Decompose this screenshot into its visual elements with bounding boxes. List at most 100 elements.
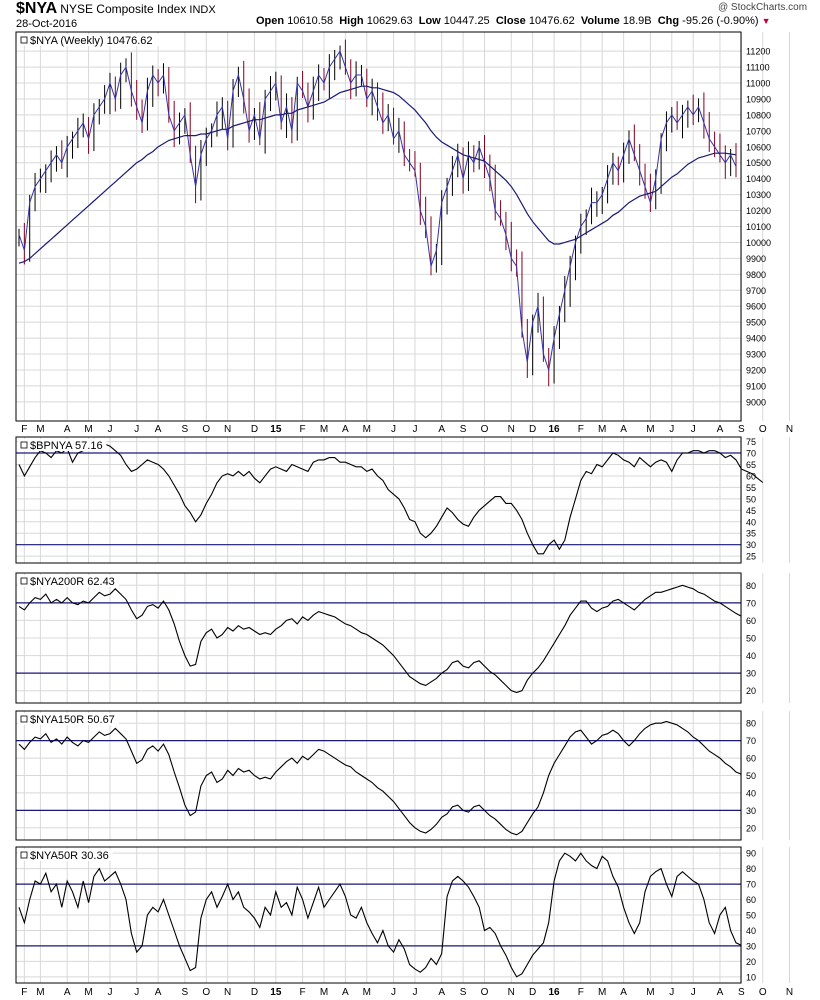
y-tick-label: 9300 [746,350,766,360]
bottom-x-tick-label: S [460,987,467,998]
bottom-x-tick-label: A [620,987,627,998]
top-x-tick-label: 16 [549,424,561,435]
volume-label: Volume [580,15,620,27]
top-x-tick-label: A [342,424,349,435]
y-tick-label: 50 [746,911,756,921]
bottom-x-tick-label: A [342,987,349,998]
top-x-tick-label: A [620,424,627,435]
top-x-tick-label: J [412,424,417,435]
bottom-x-tick-label: S [182,987,189,998]
panel-title: $NYA (Weekly) 10476.62 [30,35,153,47]
top-x-tick-label: A [438,424,445,435]
top-x-tick-label: D [529,424,536,435]
top-x-tick-label: M [36,424,44,435]
top-x-tick-label: M [84,424,92,435]
y-tick-label: 40 [746,926,756,936]
panel-title-bg [18,34,169,46]
y-tick-label: 70 [746,880,756,890]
y-tick-label: 11100 [746,63,770,73]
top-x-tick-label: S [460,424,467,435]
y-tick-label: 10400 [746,174,771,184]
top-x-tick-label: A [155,424,162,435]
y-tick-label: 50 [746,494,756,504]
y-tick-label: 25 [746,552,756,562]
bottom-x-tick-label: D [251,987,258,998]
bottom-x-tick-label: O [759,987,767,998]
top-x-tick-label: M [646,424,654,435]
chart-date: 28-Oct-2016 [16,18,78,30]
y-tick-label: 11000 [746,79,770,89]
top-x-tick-label: F [578,424,584,435]
y-tick-label: 9100 [746,381,766,391]
panel-2: 20 30 40 50 60 70 80 $NYA200R 62.43 [15,572,791,704]
top-x-tick-label: A [717,424,724,435]
bottom-x-tick-label: A [717,987,724,998]
volume-value: 18.9B [622,15,652,27]
y-tick-label: 65 [746,460,756,470]
y-tick-label: 30 [746,540,756,550]
panel-legend-icon [20,577,28,585]
y-tick-label: 9700 [746,286,766,296]
close-value: 10476.62 [528,15,575,27]
y-tick-label: 10600 [746,142,771,152]
bottom-x-tick-label: M [646,987,654,998]
y-tick-label: 55 [746,483,756,493]
top-x-tick-label: J [134,424,139,435]
y-tick-label: 10800 [746,110,771,120]
top-x-tick-label: J [391,424,396,435]
y-tick-label: 9600 [746,302,766,312]
y-tick-label: 9500 [746,318,766,328]
bottom-x-tick-label: J [669,987,674,998]
y-tick-label: 10300 [746,190,771,200]
bottom-x-tick-label: 16 [549,987,561,998]
symbol: $NYA [16,0,58,17]
moving-average-line [18,85,737,264]
y-tick-label: 10000 [746,238,771,248]
indicator-line [18,720,742,836]
high-label: High [339,15,364,27]
top-x-tick-label: M [598,424,606,435]
y-tick-label: 10200 [746,206,771,216]
top-x-tick-label: M [320,424,328,435]
ohlc-readout: Open 10610.58 High 10629.63 Low 10447.25… [256,15,771,27]
bottom-x-tick-label: N [224,987,231,998]
y-tick-label: 70 [746,736,756,746]
open-value: 10610.58 [287,15,334,27]
panel-3: 20 30 40 50 60 70 80 $NYA150R 50.67 [15,710,791,841]
y-tick-label: 80 [746,864,756,874]
panel-title-bg [18,575,119,587]
top-x-tick-label: F [300,424,306,435]
y-tick-label: 60 [746,754,756,764]
y-tick-label: 35 [746,529,756,539]
bottom-x-tick-label: N [508,987,515,998]
y-tick-label: 60 [746,616,756,626]
panel-frame [15,846,742,984]
top-x-tick-label: N [786,424,793,435]
y-tick-label: 45 [746,506,756,516]
y-tick-label: 20 [746,823,756,833]
top-x-tick-label: 15 [270,424,282,435]
close-label: Close [495,15,526,27]
top-x-tick-label: S [738,424,745,435]
down-arrow-icon: ▼ [761,16,771,26]
top-x-tick-label: A [64,424,71,435]
y-tick-label: 10 [746,972,756,982]
bottom-x-tick-label: A [438,987,445,998]
y-tick-label: 80 [746,581,756,591]
y-tick-label: 75 [746,437,756,447]
panel-title-bg [18,439,107,451]
y-tick-label: 30 [746,669,756,679]
low-value: 10447.25 [443,15,490,27]
top-x-tick-label: N [224,424,231,435]
y-tick-label: 40 [746,788,756,798]
bottom-x-tick-label: F [21,987,27,998]
bottom-x-tick-label: J [134,987,139,998]
exchange: INDX [189,4,216,16]
bottom-x-tick-label: D [529,987,536,998]
top-x-tick-label: M [363,424,371,435]
bottom-x-tick-label: M [36,987,44,998]
top-x-tick-label: J [691,424,696,435]
panel-legend-icon [20,715,28,723]
panel-frame [15,710,742,841]
